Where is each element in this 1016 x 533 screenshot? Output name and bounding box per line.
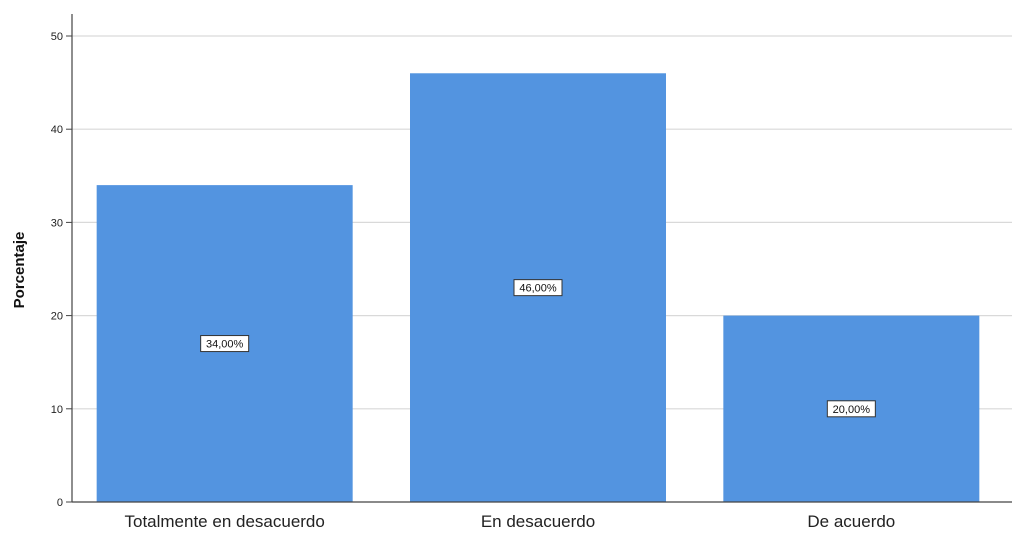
y-tick-label: 10 xyxy=(51,404,63,416)
data-label: 20,00% xyxy=(833,404,871,416)
data-label: 46,00% xyxy=(519,283,557,295)
data-label: 34,00% xyxy=(206,339,244,351)
data-label-box xyxy=(826,400,876,418)
y-tick-label: 40 xyxy=(51,124,63,136)
x-category-label: Totalmente en desacuerdo xyxy=(124,512,324,531)
x-category-label: En desacuerdo xyxy=(481,512,595,531)
data-labels: 34,00% 46,00% 20,00% xyxy=(200,279,876,418)
data-label-box xyxy=(200,335,250,353)
data-label-box xyxy=(513,279,563,297)
axes xyxy=(71,14,1012,503)
y-tick-label: 50 xyxy=(51,31,63,43)
y-ticks: 0 10 20 30 40 50 xyxy=(51,31,72,509)
x-category-label: De acuerdo xyxy=(807,512,895,531)
y-tick-label: 0 xyxy=(57,497,63,509)
y-tick-label: 20 xyxy=(51,311,63,323)
x-category-labels: Totalmente en desacuerdo En desacuerdo De … xyxy=(124,512,895,531)
y-tick-label: 30 xyxy=(51,217,63,229)
y-axis-title: Porcentaje xyxy=(11,232,28,309)
